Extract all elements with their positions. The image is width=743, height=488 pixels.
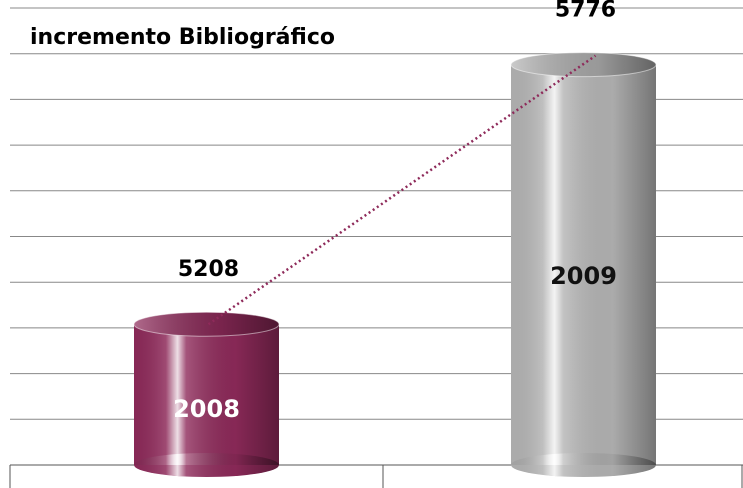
bar-shade (134, 324, 279, 465)
trend-line (207, 54, 597, 326)
value-label: 5208 (178, 257, 239, 282)
bar-shade (511, 64, 656, 465)
value-label: 5776 (555, 0, 616, 23)
grid (10, 7, 743, 466)
category-label: 2008 (173, 395, 240, 423)
bar-top-shade (133, 311, 280, 337)
bars (133, 52, 657, 477)
cylinder (510, 52, 657, 477)
category-label: 2009 (550, 262, 617, 290)
cylinder (133, 311, 280, 477)
chart-title: incremento Bibliográfico (30, 25, 335, 50)
